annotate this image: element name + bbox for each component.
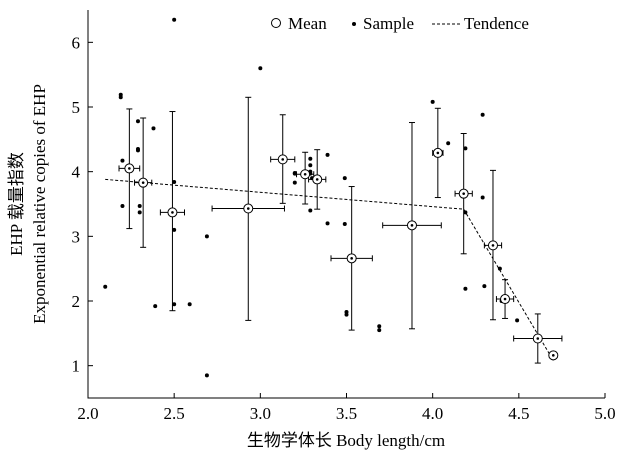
sample-point	[497, 266, 502, 271]
sample-point	[480, 112, 485, 117]
sample-point	[292, 180, 297, 185]
x-tick-label: 2.0	[77, 404, 98, 423]
y-tick-label: 3	[72, 227, 81, 246]
sample-point	[137, 210, 142, 215]
y-axis-title-line2: Exponential relative copies of EHP	[30, 84, 49, 324]
sample-point	[151, 126, 156, 131]
y-tick-label: 1	[72, 357, 81, 376]
sample-point	[325, 152, 330, 157]
mean-center-dot	[462, 192, 465, 195]
legend-mean-label: Mean	[288, 14, 327, 33]
mean-center-dot	[303, 172, 307, 176]
tendence-line	[105, 178, 554, 361]
mean-center-dot	[491, 244, 495, 247]
sample-point	[172, 17, 177, 22]
sample-point	[172, 180, 177, 185]
sample-point	[325, 221, 330, 226]
legend-sample-marker	[352, 22, 356, 26]
legend: Mean Sample Tendence	[271, 14, 529, 33]
mean-center-dot	[246, 207, 250, 210]
sample-point	[292, 171, 297, 176]
sample-points	[103, 17, 520, 378]
sample-point	[342, 222, 347, 227]
x-axis: 2.0 2.5 3.0 3.5 4.0 4.5 5.0	[77, 393, 616, 423]
sample-point	[482, 284, 487, 289]
legend-tendence-label: Tendence	[464, 14, 529, 33]
sample-point	[463, 210, 468, 215]
sample-point	[172, 302, 177, 307]
x-tick-label: 2.5	[164, 404, 185, 423]
sample-point	[204, 373, 209, 378]
legend-sample-label: Sample	[363, 14, 414, 33]
y-tick-label: 2	[72, 292, 81, 311]
mean-center-dot	[536, 337, 540, 340]
sample-point	[446, 141, 451, 146]
mean-center-dot	[128, 167, 131, 170]
sample-point	[308, 156, 313, 161]
mean-center-dot	[436, 151, 440, 155]
x-axis-title: 生物学体长 Body length/cm	[247, 431, 445, 450]
sample-point	[187, 302, 192, 307]
sample-point	[308, 208, 313, 213]
x-tick-label: 4.5	[508, 404, 529, 423]
sample-point	[344, 312, 349, 317]
sample-point	[480, 195, 485, 200]
x-tick-label: 5.0	[594, 404, 615, 423]
y-axis: 1 2 3 4 5 6	[72, 33, 93, 376]
y-axis-title-line1: EHP 载量指数	[7, 152, 26, 256]
x-tick-label: 3.0	[250, 404, 271, 423]
sample-point	[308, 163, 313, 168]
y-tick-label: 6	[72, 33, 81, 52]
sample-point	[137, 203, 142, 208]
mean-center-dot	[350, 257, 353, 260]
error-bars	[118, 96, 563, 364]
y-tick-label: 5	[72, 98, 81, 117]
legend-mean-marker	[271, 18, 281, 28]
axis-frame	[87, 10, 605, 399]
x-tick-label: 4.0	[422, 404, 443, 423]
mean-center-dot	[281, 158, 285, 161]
sample-point	[377, 324, 382, 329]
sample-point	[430, 99, 435, 104]
sample-point	[342, 176, 347, 181]
mean-center-dot	[503, 297, 507, 301]
sample-point	[120, 203, 125, 208]
sample-point	[153, 304, 158, 309]
sample-point	[258, 66, 263, 71]
mean-markers	[124, 147, 559, 361]
mean-center-dot	[315, 178, 319, 181]
sample-point	[463, 286, 468, 291]
sample-point	[135, 148, 140, 153]
sample-point	[515, 318, 520, 323]
plot-area: 2.0 2.5 3.0 3.5 4.0 4.5 5.0 1 2 3 4 5 6	[72, 10, 616, 423]
mean-center-dot	[141, 181, 145, 184]
mean-center-dot	[410, 224, 414, 227]
sample-point	[377, 328, 382, 333]
y-tick-label: 4	[72, 163, 81, 182]
sample-point	[118, 95, 123, 100]
sample-point	[103, 284, 108, 289]
sample-point	[172, 227, 177, 232]
sample-point	[120, 158, 125, 163]
sample-point	[463, 146, 468, 151]
mean-center-dot	[171, 211, 174, 214]
mean-center-dot	[552, 354, 555, 357]
x-tick-label: 3.5	[336, 404, 357, 423]
sample-point	[135, 119, 140, 124]
sample-point	[204, 234, 209, 239]
